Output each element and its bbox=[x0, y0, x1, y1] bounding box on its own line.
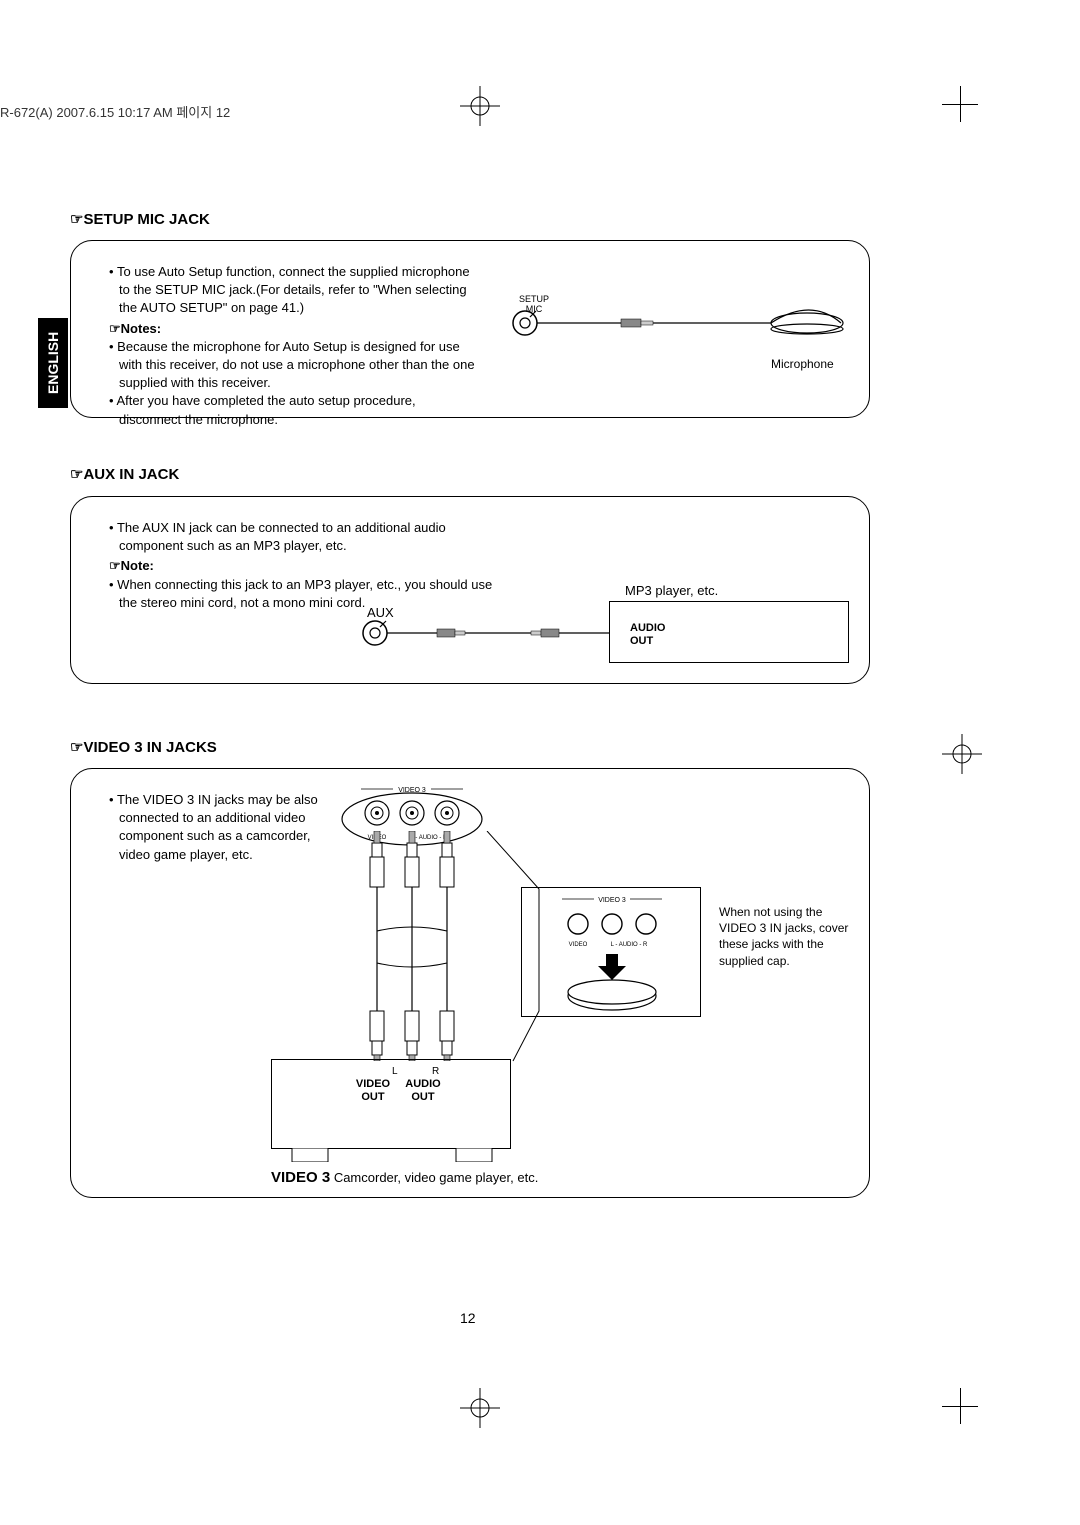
file-stamp: R-672(A) 2007.6.15 10:17 AM 페이지 12 bbox=[0, 102, 230, 121]
s3-footer: VIDEO 3 Camcorder, video game player, et… bbox=[271, 1167, 538, 1188]
s1-mic-caption: Microphone bbox=[771, 356, 834, 373]
s1-notes-label: ☞Notes: bbox=[109, 320, 479, 338]
s3-footer-bold: VIDEO 3 bbox=[271, 1169, 330, 1186]
s2-jack-label: AUX bbox=[367, 605, 394, 620]
crop-mark-top-right bbox=[942, 86, 978, 122]
s3-guide-line bbox=[451, 831, 541, 1071]
s2-body1: The AUX IN jack can be connected to an a… bbox=[119, 519, 499, 555]
svg-text:VIDEO: VIDEO bbox=[569, 942, 588, 948]
s2-body: The AUX IN jack can be connected to an a… bbox=[109, 519, 499, 612]
registration-mark-bottom bbox=[460, 1388, 500, 1428]
s3-r: R bbox=[432, 1065, 439, 1079]
s2-cable-diagram bbox=[361, 619, 611, 649]
section-box-video3: The VIDEO 3 IN jacks may be also connect… bbox=[70, 768, 870, 1198]
section-box-aux: The AUX IN jack can be connected to an a… bbox=[70, 496, 870, 684]
s3-body: The VIDEO 3 IN jacks may be also connect… bbox=[109, 791, 329, 864]
s1-note2: After you have completed the auto setup … bbox=[119, 392, 479, 428]
s1-body1: To use Auto Setup function, connect the … bbox=[119, 263, 479, 318]
s3-l: L bbox=[392, 1065, 398, 1079]
section-title-aux: ☞AUX IN JACK bbox=[70, 465, 179, 483]
s2-mp3-box: AUDIO OUT bbox=[609, 601, 849, 663]
language-tab-english: ENGLISH bbox=[38, 318, 68, 408]
s3-video-out: VIDEO OUT bbox=[348, 1078, 398, 1104]
s1-note1: Because the microphone for Auto Setup is… bbox=[119, 338, 479, 393]
s1-body: To use Auto Setup function, connect the … bbox=[109, 263, 479, 429]
s2-note1: When connecting this jack to an MP3 play… bbox=[119, 576, 499, 612]
section-title-setup-mic: ☞SETUP MIC JACK bbox=[70, 210, 210, 228]
svg-text:L - AUDIO - R: L - AUDIO - R bbox=[611, 942, 648, 948]
crop-mark-bottom-right bbox=[942, 1388, 978, 1424]
section-box-setup-mic: To use Auto Setup function, connect the … bbox=[70, 240, 870, 418]
s3-footer-text: Camcorder, video game player, etc. bbox=[334, 1170, 539, 1185]
s1-connection-diagram bbox=[511, 309, 851, 361]
s3-side-note: When not using the VIDEO 3 IN jacks, cov… bbox=[719, 904, 859, 969]
s3-body1: The VIDEO 3 IN jacks may be also connect… bbox=[119, 791, 329, 864]
s3-side-panel: VIDEO 3 VIDEO L - AUDIO - R bbox=[521, 887, 701, 1017]
page-number: 12 bbox=[460, 1310, 476, 1326]
s2-note-label: ☞Note: bbox=[109, 557, 499, 575]
registration-mark-right bbox=[942, 734, 982, 774]
s3-camcorder-box: L R VIDEO OUT AUDIO OUT bbox=[271, 1059, 511, 1149]
svg-text:VIDEO 3: VIDEO 3 bbox=[598, 897, 626, 904]
s3-audio-out: AUDIO OUT bbox=[398, 1078, 448, 1104]
s2-device-label: MP3 player, etc. bbox=[625, 582, 718, 600]
s2-audio-out: AUDIO OUT bbox=[630, 622, 674, 648]
registration-mark-top bbox=[460, 86, 500, 126]
section-title-video3: ☞VIDEO 3 IN JACKS bbox=[70, 738, 217, 756]
